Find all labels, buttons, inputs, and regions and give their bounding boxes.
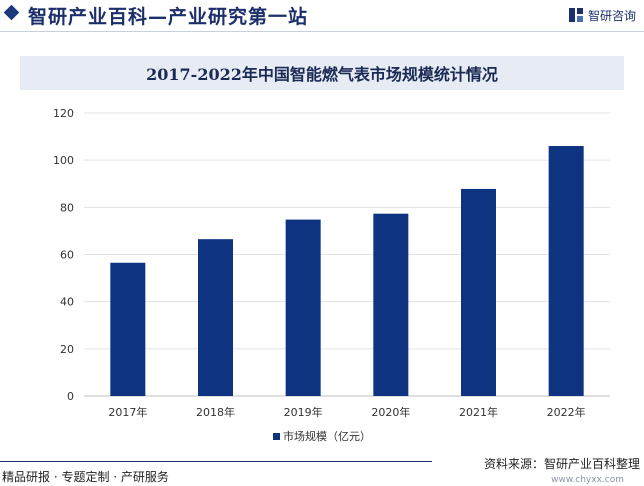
x-tick-label: 2021年 [459, 405, 498, 419]
footer-services: 精品研报 · 专题定制 · 产研服务 [2, 470, 169, 484]
x-tick-label: 2022年 [547, 405, 586, 419]
header: 智研产业百科—产业研究第一站 智研咨询 [0, 0, 644, 30]
bar [461, 188, 496, 396]
x-tick-label: 2019年 [284, 405, 323, 419]
website-url[interactable]: www.chyxx.com [551, 475, 624, 485]
bar [110, 262, 146, 396]
legend-swatch [273, 432, 280, 440]
bar [198, 239, 233, 396]
chart-title: 2017-2022年中国智能燃气表市场规模统计情况 [146, 65, 498, 84]
y-tick-label: 80 [60, 201, 74, 214]
y-tick-label: 20 [60, 343, 74, 356]
x-tick-label: 2020年 [371, 405, 410, 419]
brand[interactable]: 智研咨询 [568, 6, 636, 24]
site-title: 智研产业百科—产业研究第一站 [28, 6, 309, 28]
diamond-icon [3, 4, 20, 21]
brand-name: 智研咨询 [587, 8, 636, 23]
brand-logo-icon [568, 8, 583, 22]
y-tick-label: 40 [60, 296, 74, 309]
y-tick-label: 120 [53, 107, 74, 120]
bar [373, 213, 409, 396]
chart-title-bar: 2017-2022年中国智能燃气表市场规模统计情况 [20, 56, 624, 90]
bar [285, 219, 321, 396]
legend-label: 市场规模（亿元） [283, 430, 371, 443]
y-tick-label: 100 [53, 154, 74, 167]
bar [548, 146, 584, 396]
y-tick-label: 60 [60, 249, 74, 262]
x-tick-label: 2018年 [196, 405, 235, 419]
header-divider [0, 31, 644, 32]
x-tick-label: 2017年 [108, 405, 147, 419]
data-source: 资料来源：智研产业百科整理 [483, 457, 640, 471]
footer-divider [0, 461, 432, 462]
legend: 市场规模（亿元） [0, 428, 644, 444]
y-tick-label: 0 [67, 390, 74, 403]
bar-chart: 0 20 40 60 80 100 120 2017年 2018年 2019年 2020年 2021年… [53, 107, 610, 419]
